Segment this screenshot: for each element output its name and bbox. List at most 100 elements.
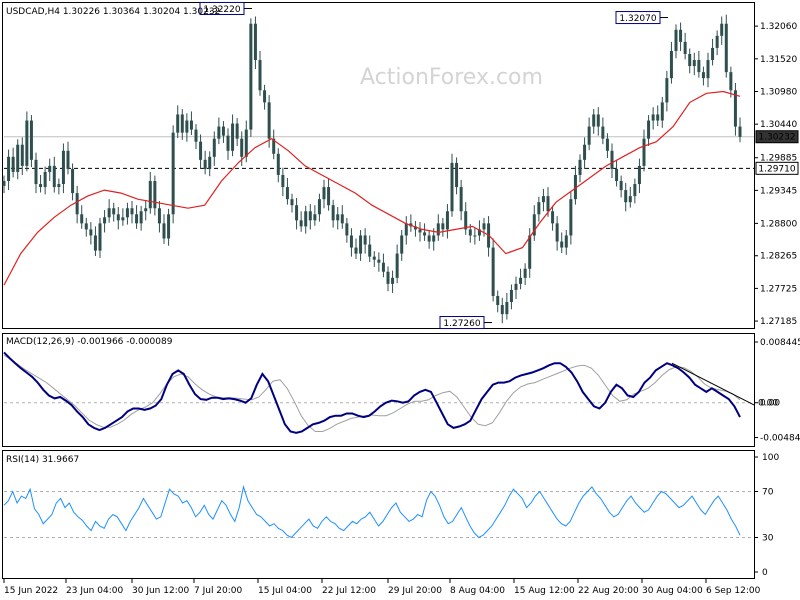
candle-body	[541, 196, 545, 203]
candle	[61, 143, 65, 194]
macd-layer	[3, 351, 755, 434]
price-header: USDCAD,H4 1.30226 1.30364 1.30204 1.3023…	[6, 7, 220, 17]
candle-body	[601, 126, 605, 139]
candle	[135, 205, 139, 229]
candle-body	[610, 150, 614, 169]
candle-body	[116, 214, 120, 221]
macd-signal-line	[3, 354, 741, 432]
candle-body	[372, 256, 376, 260]
candle	[464, 202, 468, 235]
macd-trendline	[671, 362, 755, 406]
candle-body	[144, 208, 148, 212]
candle-body	[93, 235, 97, 251]
candle	[724, 14, 728, 78]
candle-body	[208, 156, 212, 169]
candle	[71, 163, 75, 201]
candle	[103, 210, 107, 233]
candle-body	[157, 208, 161, 224]
x-tick-label: 30 Jun 12:00	[132, 586, 189, 596]
candle	[48, 158, 52, 182]
x-tick-label: 15 Jun 2022	[4, 586, 58, 596]
candle-body	[578, 159, 582, 175]
candle-body	[345, 223, 349, 236]
candle-body	[2, 181, 6, 186]
badge-label: 1.30232	[758, 133, 795, 143]
candle	[377, 252, 381, 272]
candle-body	[295, 205, 299, 221]
candle-body	[148, 181, 152, 209]
candle	[263, 84, 267, 110]
candle	[180, 109, 184, 140]
y-tick-label: 1.29345	[760, 186, 797, 196]
candle	[583, 137, 587, 169]
candle	[555, 216, 559, 251]
candle	[89, 222, 93, 245]
candle-body	[212, 138, 216, 157]
candle-body	[523, 268, 527, 278]
candle-body	[628, 196, 632, 203]
candle	[308, 204, 312, 230]
candle-body	[322, 187, 326, 200]
y-tick-label: 70	[762, 488, 774, 498]
candle-body	[217, 126, 221, 139]
candle-body	[176, 114, 180, 133]
candle	[290, 193, 294, 213]
candle-body	[263, 90, 267, 103]
candle-body	[7, 156, 11, 182]
candle-body	[249, 23, 253, 130]
candle-body	[299, 220, 303, 227]
candle-body	[459, 187, 463, 212]
x-tick-label: 22 Aug 20:00	[578, 586, 639, 596]
candle	[43, 166, 47, 195]
candle	[692, 52, 696, 76]
x-tick-label: 8 Aug 04:00	[450, 586, 505, 596]
candle	[359, 230, 363, 261]
candle-body	[564, 235, 568, 248]
y-tick-label: 1.27725	[760, 284, 797, 294]
candle	[711, 38, 715, 66]
x-tick-label: 30 Aug 04:00	[642, 586, 703, 596]
candle-body	[185, 120, 189, 133]
candle-body	[674, 29, 678, 51]
candle-body	[583, 144, 587, 160]
y-tick-label: 1.30440	[760, 120, 797, 130]
candle-body	[43, 171, 47, 188]
candle-body	[98, 223, 102, 251]
candle	[523, 263, 527, 286]
candle-body	[336, 214, 340, 221]
x-tick-label: 7 Jul 20:00	[194, 586, 243, 596]
candle	[212, 131, 216, 166]
candle-body	[468, 229, 472, 236]
candle-body	[729, 72, 733, 91]
candle-body	[637, 165, 641, 185]
candle-body	[720, 23, 724, 36]
candle-body	[317, 199, 321, 215]
candle	[368, 235, 372, 263]
candle	[688, 48, 692, 74]
candle-body	[57, 184, 61, 188]
candle-body	[514, 283, 518, 290]
candle-body	[153, 181, 157, 209]
candle-body	[573, 174, 577, 200]
candle-body	[432, 235, 436, 242]
candle-body	[592, 114, 596, 127]
candle-body	[290, 199, 294, 206]
candle	[189, 111, 193, 136]
candle-body	[25, 120, 29, 166]
candle	[125, 202, 129, 225]
candle	[669, 41, 673, 84]
y-tick-label: 1.31520	[760, 55, 797, 65]
candle	[436, 214, 440, 241]
candle-body	[189, 120, 193, 130]
swing-annotation-label: 1.32220	[203, 5, 240, 15]
candle	[491, 238, 495, 302]
candle	[482, 217, 486, 237]
candle	[340, 205, 344, 229]
candle	[57, 178, 61, 195]
candle	[560, 232, 564, 254]
candle	[473, 228, 477, 245]
y-tick-label: 1.29885	[760, 154, 797, 164]
swing-annotation: 1.27260	[439, 316, 492, 330]
macd-header: MACD(12,26,9) -0.001966 -0.000089	[6, 337, 173, 347]
